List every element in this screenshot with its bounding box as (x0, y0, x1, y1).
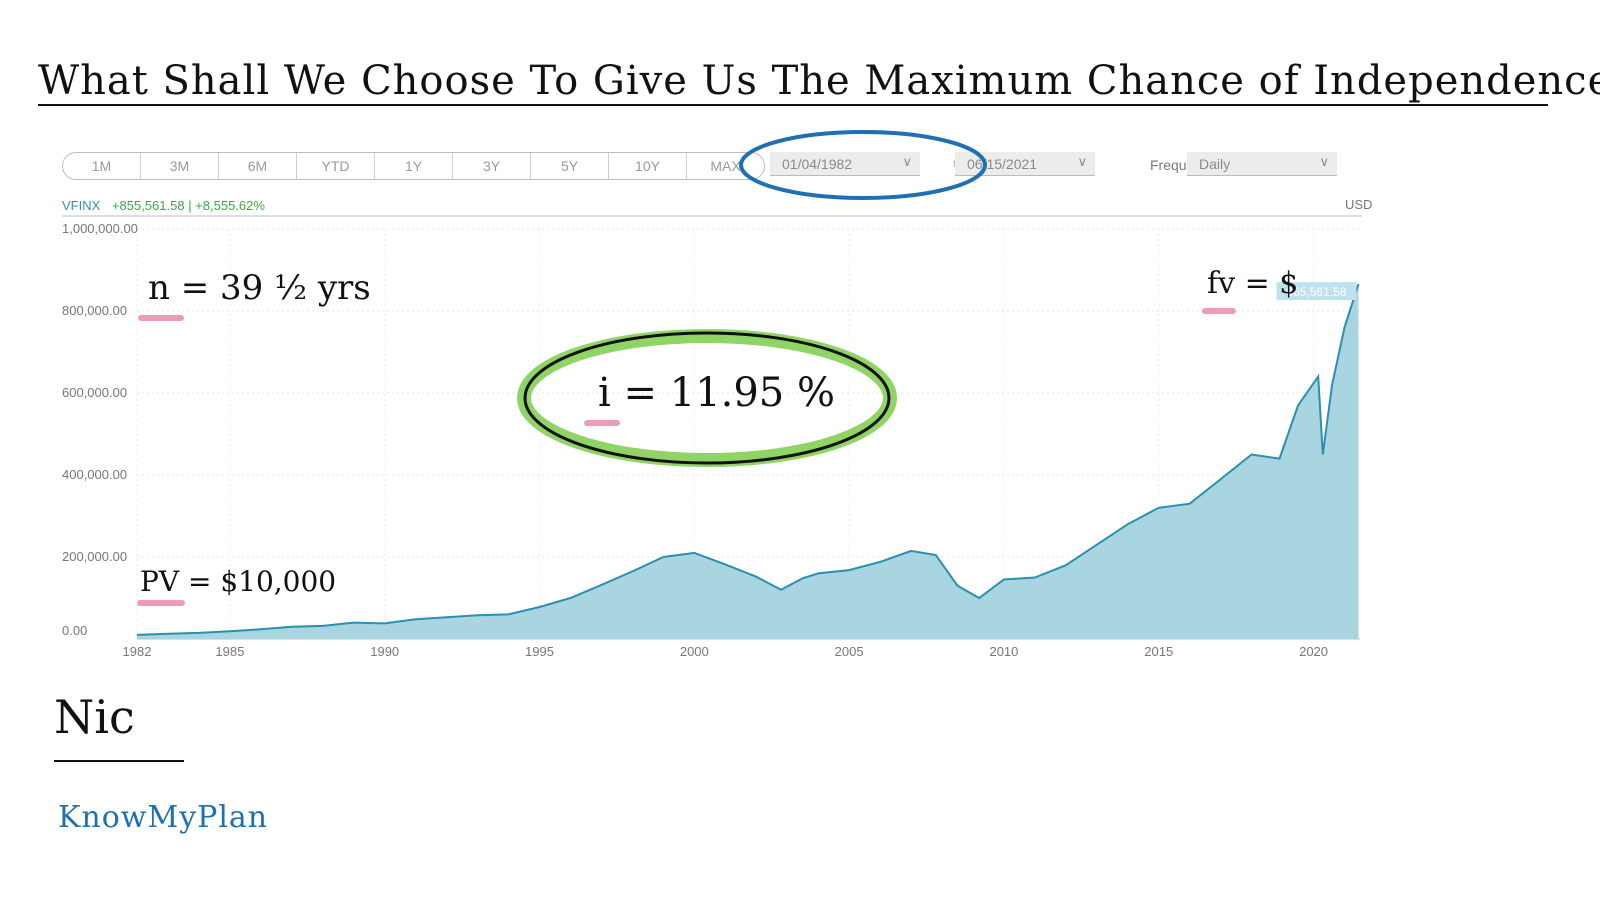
chevron-down-icon: ∨ (1319, 154, 1329, 169)
highlight-n (138, 315, 184, 321)
period-10y[interactable]: 10Y (609, 153, 687, 179)
y-tick-label: 800,000.00 (62, 303, 127, 318)
y-tick-label: 0.00 (62, 623, 87, 638)
period-1y[interactable]: 1Y (375, 153, 453, 179)
x-axis: 1982 1985 1990 1995 2000 2005 2010 2015 2020 (123, 638, 1360, 659)
price-area (137, 284, 1359, 639)
x-tick-label: 2005 (835, 644, 864, 659)
last-value-label: 865,561.58 (1286, 285, 1346, 299)
annotation-fv: fv = $ (1207, 266, 1299, 301)
annotation-pv: PV = $10,000 (140, 565, 337, 598)
from-date-value: 01/04/1982 (782, 155, 853, 172)
period-max[interactable]: MAX (710, 158, 741, 174)
currency-label: USD (1345, 197, 1373, 212)
x-tick-label: 2000 (680, 644, 709, 659)
highlight-fv (1202, 308, 1236, 314)
annotation-n: n = 39 ½ yrs (148, 268, 371, 308)
period-selector: 1M 3M 6M YTD 1Y 3Y 5Y 10Y MAX (62, 152, 765, 180)
highlight-i (584, 420, 620, 426)
ticker-symbol[interactable]: VFINX (62, 198, 101, 213)
x-tick-label: 1982 (123, 644, 152, 659)
y-tick-label: 1,000,000.00 (62, 221, 138, 236)
from-date-highlight-ellipse (739, 130, 987, 200)
chevron-down-icon: ∨ (1077, 154, 1087, 169)
ticker-summary: VFINX +855,561.58 | +8,555.62% (62, 198, 265, 213)
y-tick-label: 600,000.00 (62, 385, 127, 400)
x-tick-label: 1985 (215, 644, 244, 659)
y-tick-label: 200,000.00 (62, 549, 127, 564)
title-underline (38, 104, 1548, 106)
signature-underline (54, 760, 184, 762)
annotation-i: i = 11.95 % (598, 370, 835, 416)
period-3y[interactable]: 3Y (453, 153, 531, 179)
page-title: What Shall We Choose To Give Us The Maxi… (38, 58, 1600, 104)
from-date-select[interactable]: 01/04/1982 ∨ (770, 152, 920, 176)
y-axis: 1,000,000.00 800,000.00 600,000.00 400,000.… (62, 221, 138, 638)
x-tick-label: 1995 (525, 644, 554, 659)
rate-highlight-ellipse (523, 331, 891, 465)
period-6m[interactable]: 6M (219, 153, 297, 179)
x-tick-label: 2020 (1299, 644, 1328, 659)
highlight-pv (137, 600, 185, 606)
price-line (136, 283, 1360, 636)
frequency-value: Daily (1199, 155, 1231, 172)
period-ytd[interactable]: YTD (297, 153, 375, 179)
chevron-down-icon: ∨ (902, 154, 912, 169)
signature: Nic (54, 690, 135, 744)
x-tick-label: 2015 (1144, 644, 1173, 659)
x-tick-label: 2010 (989, 644, 1018, 659)
frequency-select[interactable]: Daily ∨ (1187, 152, 1337, 176)
y-tick-label: 400,000.00 (62, 467, 127, 482)
period-1m[interactable]: 1M (63, 153, 141, 179)
last-value-badge (1276, 282, 1357, 301)
period-5y[interactable]: 5Y (531, 153, 609, 179)
ticker-change: +855,561.58 | +8,555.62% (111, 198, 265, 213)
brand-logo: KnowMyPlan (58, 800, 269, 835)
x-tick-label: 1990 (370, 644, 399, 659)
period-3m[interactable]: 3M (141, 153, 219, 179)
